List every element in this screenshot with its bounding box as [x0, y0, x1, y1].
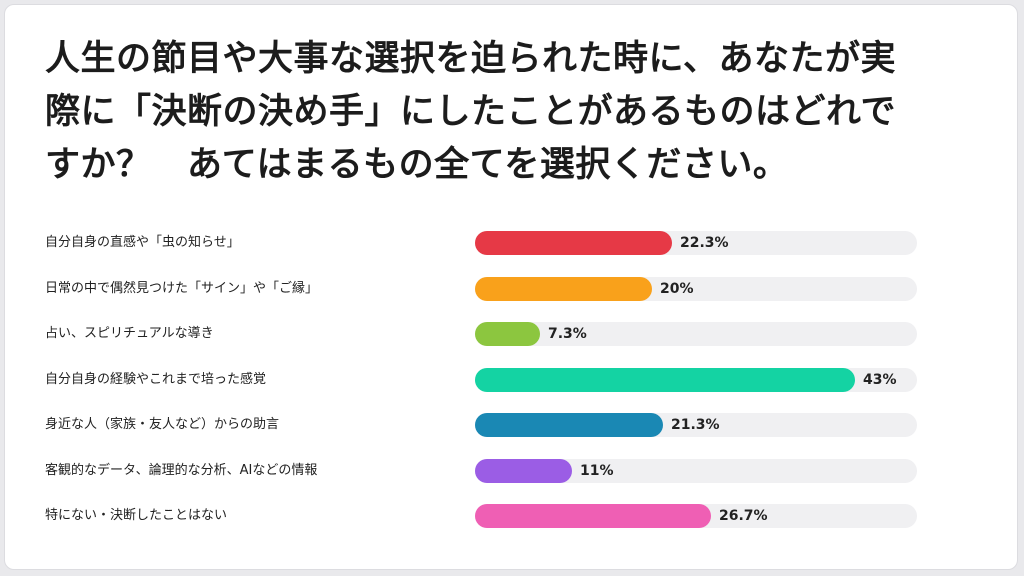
value-label: 22.3% — [680, 235, 729, 251]
value-label: 7.3% — [548, 326, 587, 342]
value-label: 20% — [660, 281, 694, 297]
bar — [475, 322, 540, 346]
category-label: 客観的なデータ、論理的な分析、AIなどの情報 — [45, 463, 318, 478]
bar-chart: 自分自身の直感や「虫の知らせ」 22.3% 日常の中で偶然見つけた「サイン」や「ご縁… — [5, 5, 1019, 571]
bar-track — [475, 504, 917, 528]
value-label: 26.7% — [719, 508, 768, 524]
category-label: 自分自身の直感や「虫の知らせ」 — [45, 235, 240, 250]
value-label: 11% — [580, 463, 614, 479]
category-label: 自分自身の経験やこれまで培った感覚 — [45, 372, 267, 387]
category-label: 占い、スピリチュアルな導き — [45, 326, 214, 341]
bar — [475, 368, 855, 392]
bar-track — [475, 277, 917, 301]
bar-track — [475, 459, 917, 483]
bar-track — [475, 368, 917, 392]
title-line-3: すか？ あてはまるもの全てを選択ください。 — [45, 145, 789, 185]
bar — [475, 231, 672, 255]
bar-track — [475, 322, 917, 346]
bar — [475, 277, 652, 301]
title-line-2: 際に「決断の決め手」にしたことがあるものはどれで — [45, 92, 896, 132]
title-line-1: 人生の節目や大事な選択を迫られた時に、あなたが実 — [45, 39, 896, 79]
value-label: 21.3% — [671, 417, 720, 433]
chart-card: 人生の節目や大事な選択を迫られた時に、あなたが実 際に「決断の決め手」にしたこと… — [4, 4, 1018, 570]
bar — [475, 504, 711, 528]
bar-track — [475, 413, 917, 437]
bar-track — [475, 231, 917, 255]
value-label: 43% — [863, 372, 897, 388]
bar — [475, 413, 663, 437]
category-label: 特にない・決断したことはない — [45, 508, 228, 523]
bar — [475, 459, 572, 483]
chart-title: 人生の節目や大事な選択を迫られた時に、あなたが実 際に「決断の決め手」にしたこと… — [45, 33, 975, 192]
category-label: 身近な人（家族・友人など）からの助言 — [45, 417, 280, 432]
category-label: 日常の中で偶然見つけた「サイン」や「ご縁」 — [45, 281, 319, 296]
